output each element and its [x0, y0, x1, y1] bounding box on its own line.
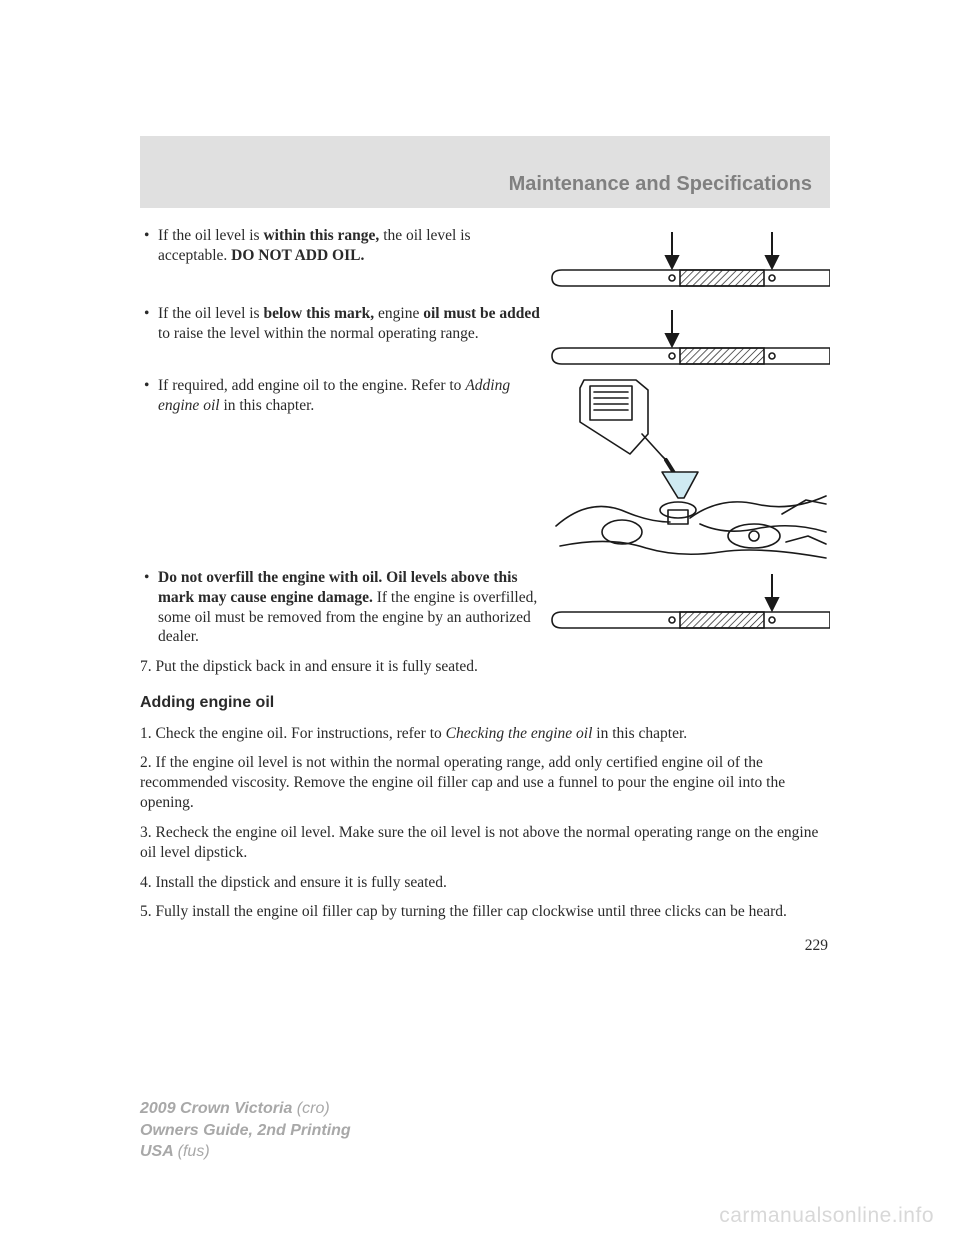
text-bold: DO NOT ADD OIL. — [231, 247, 364, 264]
page: Maintenance and Specifications • If the … — [0, 0, 960, 1242]
bullet-item: • If the oil level is within this range,… — [140, 226, 830, 288]
text: If required, add engine oil to the engin… — [158, 377, 465, 394]
dipstick-overfill-figure — [550, 568, 830, 630]
step-text: 2. If the engine oil level is not within… — [140, 753, 830, 812]
bullet-text: Do not overfill the engine with oil. Oil… — [158, 568, 550, 647]
footer-line: Owners Guide, 2nd Printing — [140, 1120, 351, 1142]
text: in this chapter. — [592, 725, 687, 742]
dipstick-low-figure — [550, 304, 830, 366]
step-text: 4. Install the dipstick and ensure it is… — [140, 873, 830, 893]
bullet-text: If required, add engine oil to the engin… — [158, 376, 550, 416]
body-text: • If the oil level is within this range,… — [140, 208, 830, 956]
page-number: 229 — [140, 936, 830, 956]
text-bold: within this range, — [263, 227, 379, 244]
step-text: 7. Put the dipstick back in and ensure i… — [140, 657, 830, 677]
engine-oil-pour-figure — [550, 376, 830, 566]
bullet-marker: • — [140, 376, 158, 396]
footer-region: USA — [140, 1143, 178, 1160]
step-text: 3. Recheck the engine oil level. Make su… — [140, 823, 830, 863]
text: engine — [374, 305, 423, 322]
chapter-header-banner: Maintenance and Specifications — [140, 136, 830, 208]
bullet-marker: • — [140, 304, 158, 324]
text: 1. Check the engine oil. For instruction… — [140, 725, 446, 742]
bullet-text: If the oil level is within this range, t… — [158, 226, 550, 266]
step-text: 5. Fully install the engine oil filler c… — [140, 902, 830, 922]
footer-code: (fus) — [178, 1143, 210, 1160]
footer-line: USA (fus) — [140, 1141, 351, 1163]
text: in this chapter. — [220, 397, 315, 414]
footer-code: (cro) — [297, 1100, 330, 1117]
text: If the oil level is — [158, 305, 263, 322]
text-bold: below this mark, — [263, 305, 374, 322]
bullet-marker: • — [140, 226, 158, 246]
text: to raise the level within the normal ope… — [158, 325, 479, 342]
content-area: Maintenance and Specifications • If the … — [140, 136, 830, 956]
bullet-marker: • — [140, 568, 158, 588]
bullet-text: If the oil level is below this mark, eng… — [158, 304, 550, 344]
bullet-item: • If the oil level is below this mark, e… — [140, 304, 830, 366]
step-text: 1. Check the engine oil. For instruction… — [140, 724, 830, 744]
text-italic: Checking the engine oil — [446, 725, 593, 742]
footer-block: 2009 Crown Victoria (cro) Owners Guide, … — [140, 1098, 351, 1163]
text: If the oil level is — [158, 227, 263, 244]
bullet-item: • Do not overfill the engine with oil. O… — [140, 568, 830, 647]
text-bold: oil must be added — [423, 305, 540, 322]
section-subhead: Adding engine oil — [140, 693, 830, 713]
chapter-title: Maintenance and Specifications — [509, 173, 812, 196]
footer-line: 2009 Crown Victoria (cro) — [140, 1098, 351, 1120]
dipstick-range-figure — [550, 226, 830, 288]
vehicle-title: 2009 Crown Victoria — [140, 1100, 297, 1117]
watermark: carmanualsonline.info — [719, 1204, 934, 1228]
bullet-item: • If required, add engine oil to the eng… — [140, 376, 830, 566]
